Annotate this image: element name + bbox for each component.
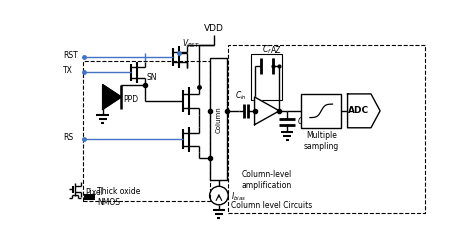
Text: $C_f$: $C_f$ — [262, 44, 272, 56]
Text: Column-level
amplification: Column-level amplification — [242, 170, 292, 190]
Text: ADC: ADC — [348, 106, 370, 115]
Bar — [210, 58, 228, 180]
Text: Multiple
sampling: Multiple sampling — [303, 131, 339, 151]
Text: Column: Column — [216, 106, 222, 133]
Text: $V_{RST}$: $V_{RST}$ — [182, 38, 200, 50]
Text: Thick oxide
NMOS: Thick oxide NMOS — [97, 187, 141, 207]
Text: VDD: VDD — [204, 24, 224, 33]
Text: Pixel: Pixel — [86, 188, 103, 197]
Bar — [228, 46, 425, 213]
Bar — [251, 54, 283, 100]
Polygon shape — [347, 94, 380, 128]
Text: TX: TX — [63, 66, 73, 75]
Text: RS: RS — [63, 133, 73, 142]
Bar — [301, 94, 341, 128]
Bar — [82, 61, 210, 201]
Polygon shape — [103, 85, 121, 109]
Text: PPD: PPD — [123, 95, 138, 104]
Text: $C_L$: $C_L$ — [297, 116, 307, 128]
Text: SN: SN — [147, 73, 157, 82]
Text: Column level Circuits: Column level Circuits — [231, 201, 312, 210]
Polygon shape — [255, 97, 279, 125]
Text: $I_{bias}$: $I_{bias}$ — [230, 191, 246, 203]
Text: AZ: AZ — [271, 46, 282, 56]
Text: $C_{in}$: $C_{in}$ — [236, 89, 247, 102]
Text: RST: RST — [63, 51, 78, 60]
